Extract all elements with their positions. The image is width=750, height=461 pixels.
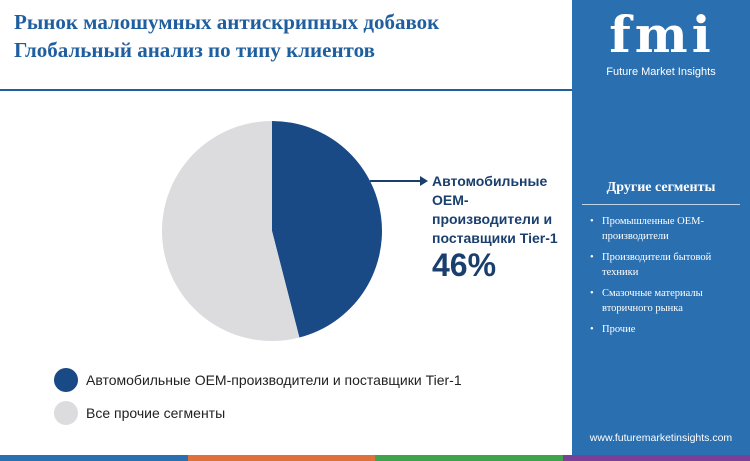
bottom-bar-segment [562,455,750,461]
other-segment-item: Прочие [590,322,740,337]
other-segments-list: Промышленные OEM-производители Производи… [590,214,740,343]
legend: Автомобильные OEM-производители и постав… [54,366,462,432]
legend-label-other: Все прочие сегменты [86,404,226,421]
pie-slice-other [161,121,300,341]
legend-item-primary: Автомобильные OEM-производители и постав… [54,366,462,393]
callout-value: 46% [432,247,497,283]
legend-label-primary: Автомобильные OEM-производители и постав… [86,371,462,388]
logo-company-name: Future Market Insights [606,66,716,78]
logo-panel: fmi Future Market Insights [572,0,750,90]
title-line-1: Рынок малошумных антискрипных добавок [14,10,440,34]
sidebar: fmi Future Market Insights Другие сегмен… [572,0,750,461]
fmi-logo-icon: fmi [609,5,715,64]
legend-swatch-primary [54,367,78,392]
pie-slice-primary [272,121,382,338]
page-title: Рынок малошумных антискрипных добавок Гл… [14,8,574,64]
website-url[interactable]: www.futuremarketinsights.com [589,432,733,444]
other-segments-title: Другие сегменты [606,180,716,195]
legend-item-other: Все прочие сегменты [54,399,462,426]
legend-swatch-other [54,400,78,425]
title-line-2: Глобальный анализ по типу клиентов [14,38,375,62]
other-segments-divider [582,204,740,205]
other-segment-item: Промышленные OEM-производители [590,214,740,244]
other-segment-item: Смазочные материалы вторичного рынка [590,286,740,316]
callout-label: Автомобильные OEM-производители и постав… [432,173,558,246]
bottom-bar-segment [187,455,375,461]
callout-arrow-head [420,176,428,186]
bottom-color-bar [0,455,750,461]
bottom-bar-segment [0,455,188,461]
bottom-bar-segment [375,455,563,461]
title-divider [0,89,572,91]
pie-chart [161,121,428,341]
other-segment-item: Производители бытовой техники [590,250,740,280]
